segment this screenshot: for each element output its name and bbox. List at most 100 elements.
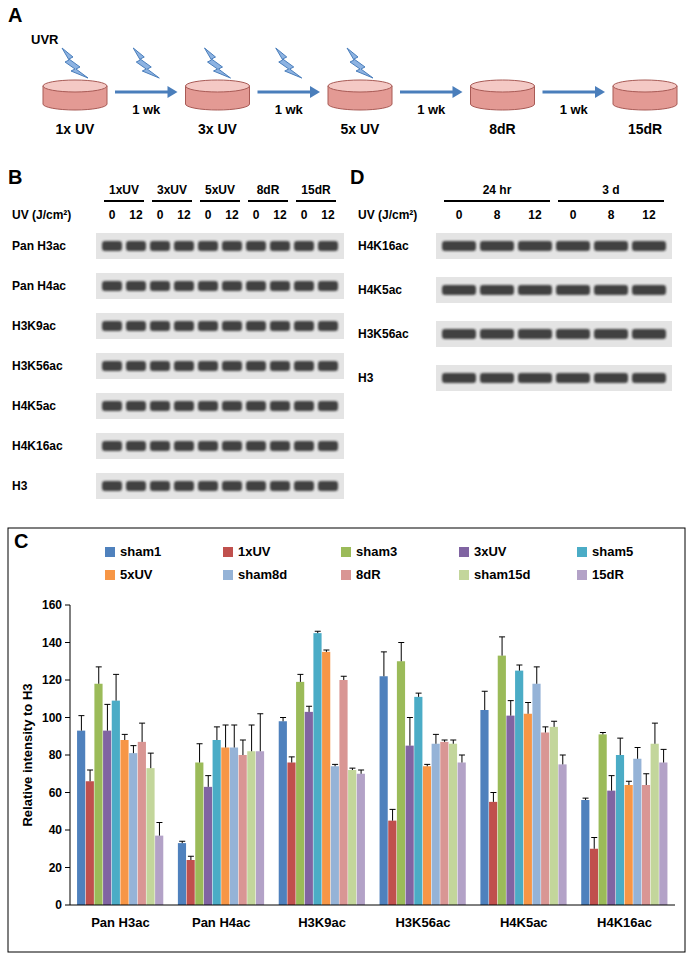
error-cap — [652, 723, 658, 724]
legend-label: 3xUV — [474, 544, 507, 559]
blot-band — [150, 281, 170, 291]
interval-label: 1 wk — [132, 102, 161, 117]
blot-band — [246, 441, 266, 451]
bar — [458, 763, 466, 906]
error-cap — [407, 717, 413, 718]
blot-band — [174, 481, 194, 491]
error-bar — [424, 764, 430, 766]
bar — [305, 712, 313, 905]
error-cap — [96, 666, 102, 667]
dose-value: 0 — [109, 208, 116, 222]
blot-band — [294, 361, 314, 371]
error-bar — [416, 693, 422, 697]
blot-band — [174, 241, 194, 251]
error-bar — [179, 841, 185, 843]
error-line — [309, 706, 310, 712]
error-cap — [626, 781, 632, 782]
group-line — [296, 200, 336, 202]
blot-band — [150, 241, 170, 251]
bar — [607, 791, 615, 905]
error-cap — [390, 809, 396, 810]
bar — [331, 766, 339, 905]
bar — [616, 755, 624, 905]
dish — [471, 80, 535, 110]
bar — [449, 744, 457, 905]
error-cap — [643, 773, 649, 774]
bar — [581, 800, 589, 905]
error-cap — [358, 770, 364, 771]
error-bar — [525, 703, 531, 714]
error-line — [536, 667, 537, 684]
blot-band — [294, 441, 314, 451]
error-bar — [323, 650, 329, 652]
bar — [103, 731, 111, 905]
panel-label: B — [8, 166, 22, 188]
error-cap — [542, 726, 548, 727]
blot-band — [294, 241, 314, 251]
blot-band — [222, 361, 242, 371]
error-bar — [358, 770, 364, 774]
blot-band — [318, 481, 338, 491]
legend-label: 5xUV — [120, 567, 153, 582]
error-bar — [280, 718, 286, 722]
panel-label: C — [14, 530, 28, 552]
y-tick — [65, 830, 70, 831]
bar — [406, 746, 414, 905]
bar — [138, 742, 146, 905]
blot-band — [198, 321, 218, 331]
blot-band — [222, 401, 242, 411]
legend-label: 15dR — [592, 567, 624, 582]
error-cap — [280, 717, 286, 718]
error-bar — [381, 652, 387, 676]
blot-band — [198, 401, 218, 411]
blot-band — [442, 373, 476, 383]
dish-top — [186, 80, 250, 92]
error-line — [528, 703, 529, 714]
error-bar — [289, 757, 295, 763]
arrow — [115, 91, 170, 94]
error-bar — [78, 716, 84, 731]
error-bar — [130, 746, 136, 754]
blot-band — [126, 401, 146, 411]
dose-value: 12 — [528, 208, 542, 222]
bar — [397, 661, 405, 905]
bar — [625, 785, 633, 905]
error-bar — [104, 704, 110, 730]
error-cap — [551, 721, 557, 722]
blot-band — [518, 285, 552, 295]
blot-band — [480, 373, 514, 383]
error-bar — [231, 725, 237, 748]
bar — [633, 759, 641, 905]
row-label: H3 — [12, 479, 28, 493]
group-line — [558, 200, 664, 202]
bar — [221, 748, 229, 906]
error-line — [90, 770, 91, 781]
row-label: Pan H3ac — [12, 239, 66, 253]
bar — [94, 684, 102, 905]
blot-strip — [96, 393, 344, 419]
error-line — [124, 734, 125, 740]
row-label: Pan H4ac — [12, 279, 66, 293]
figure: A1 wk1 wk1 wk1 wk1x UV3x UV5x UV8dR15dRU… — [0, 0, 694, 959]
group-label: 1xUV — [109, 183, 139, 197]
x-tick-label: H3K56ac — [395, 915, 450, 930]
error-line — [208, 776, 209, 787]
error-bar — [600, 733, 606, 735]
error-cap — [231, 725, 237, 726]
dish — [186, 80, 250, 110]
chart-frame — [8, 528, 685, 952]
bar — [120, 740, 128, 905]
blot-band — [198, 241, 218, 251]
error-line — [190, 856, 191, 860]
error-cap — [508, 700, 514, 701]
blot-band — [174, 321, 194, 331]
blot-band — [198, 481, 218, 491]
y-tick — [65, 605, 70, 606]
error-line — [234, 725, 235, 748]
dose-value: 0 — [301, 208, 308, 222]
legend-swatch — [459, 547, 469, 557]
bar — [498, 656, 506, 905]
y-tick-label: 160 — [42, 598, 62, 612]
error-cap — [591, 837, 597, 838]
dose-value: 12 — [642, 208, 656, 222]
